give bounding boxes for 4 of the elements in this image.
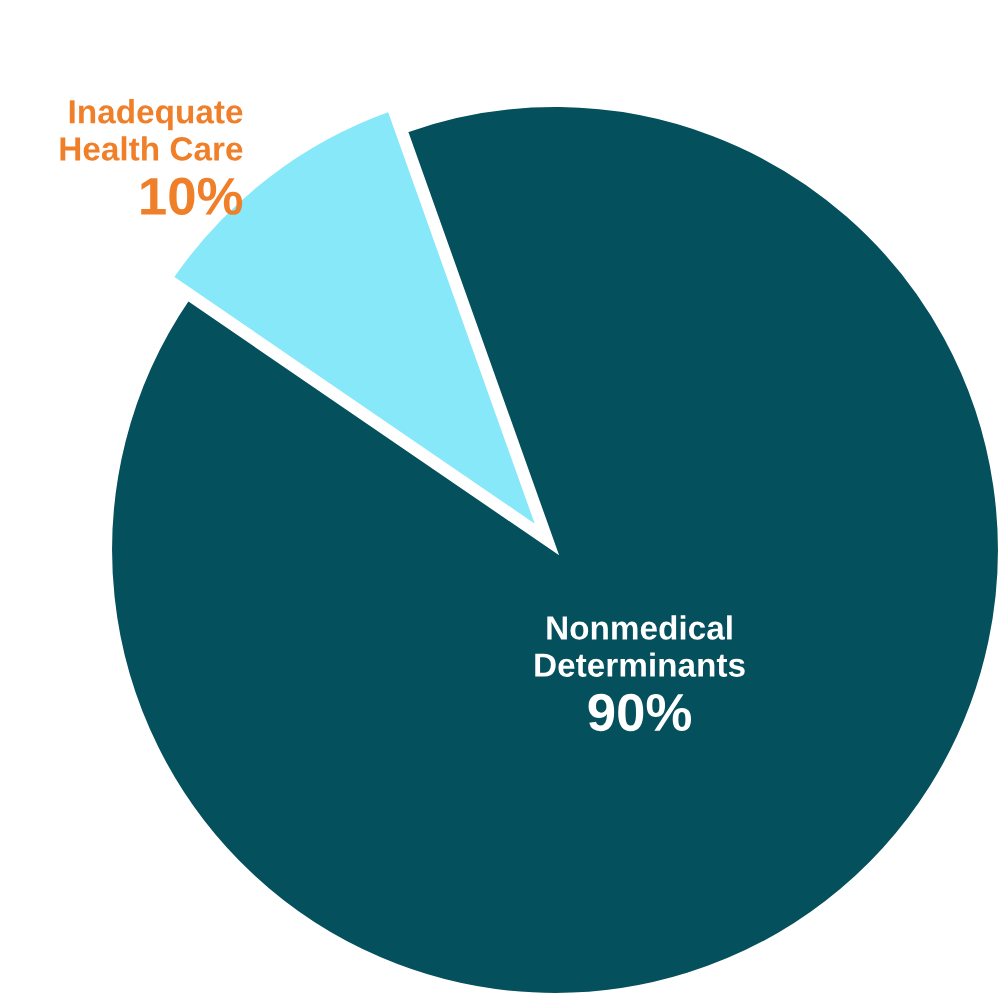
data-label: 10% [141, 177, 243, 215]
slice-label: Inadequate Health Care [60, 99, 243, 161]
slice-label: Nonmedical Determinants [535, 615, 745, 677]
data-label: 90% [588, 693, 691, 732]
